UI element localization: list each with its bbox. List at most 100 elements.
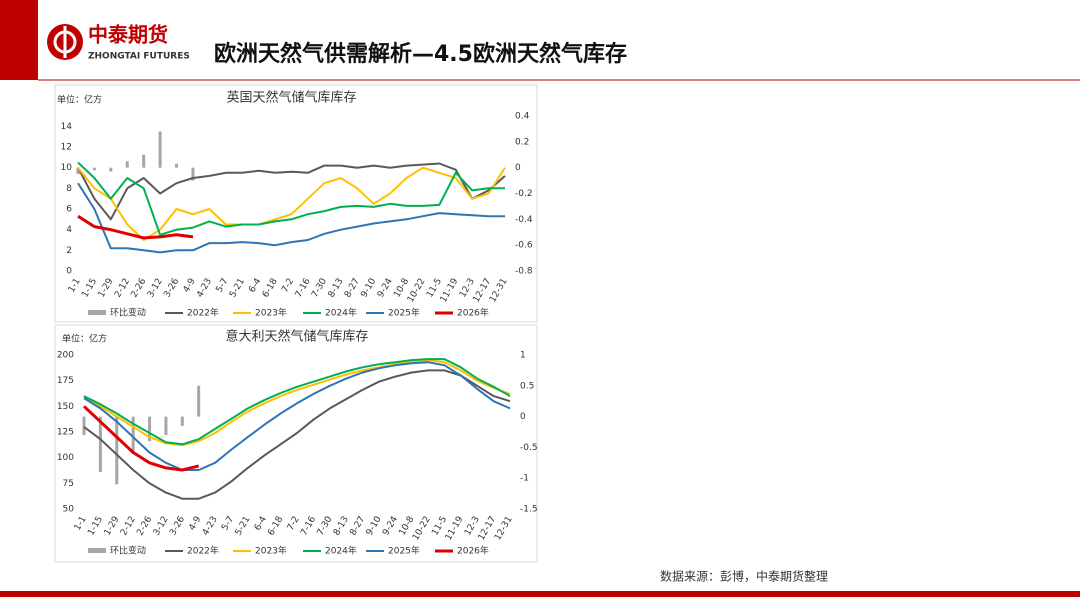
series-line bbox=[83, 359, 511, 447]
legend-label: 2025年 bbox=[388, 307, 420, 319]
y-tick-label: 50 bbox=[63, 505, 75, 515]
y2-tick-label: 0 bbox=[520, 412, 526, 422]
x-tick-label: 5-21 bbox=[234, 515, 253, 538]
x-tick-label: 9-10 bbox=[365, 515, 384, 538]
x-tick-label: 8-13 bbox=[332, 515, 351, 538]
legend-label: 2026年 bbox=[457, 307, 489, 319]
bar bbox=[131, 416, 135, 454]
slide-title: 欧洲天然气供需解析—4.5欧洲天然气库存 bbox=[214, 41, 627, 67]
bar bbox=[175, 163, 179, 168]
unit-label: 单位：亿方 bbox=[62, 333, 107, 345]
x-tick-label: 5-7 bbox=[215, 277, 231, 295]
x-tick-label: 7-16 bbox=[299, 515, 318, 538]
x-tick-label: 3-26 bbox=[168, 515, 187, 538]
footer-bar bbox=[0, 591, 1080, 597]
x-tick-label: 5-21 bbox=[228, 277, 247, 300]
x-tick-label: 3-26 bbox=[162, 277, 181, 300]
x-tick-label: 7-30 bbox=[310, 277, 329, 300]
y2-tick-label: 0.4 bbox=[515, 112, 530, 122]
x-tick-label: 6-18 bbox=[266, 515, 285, 538]
x-tick-label: 9-24 bbox=[381, 515, 400, 538]
x-tick-label: 2-26 bbox=[135, 515, 154, 538]
x-tick-label: 4-23 bbox=[195, 277, 214, 300]
header-strip bbox=[0, 0, 38, 80]
series-line bbox=[77, 162, 506, 221]
series-line bbox=[83, 358, 511, 446]
x-tick-label: 1-15 bbox=[80, 277, 99, 300]
legend-label: 环比变动 bbox=[110, 307, 146, 319]
x-tick-label: 6-4 bbox=[253, 515, 269, 533]
x-tick-label: 6-18 bbox=[261, 277, 280, 300]
chart-title: 英国天然气储气库库存 bbox=[226, 90, 356, 106]
y2-tick-label: 1 bbox=[520, 351, 526, 361]
y2-tick-label: -0.4 bbox=[515, 215, 533, 225]
logo-en: ZHONGTAI FUTURES bbox=[88, 52, 190, 62]
chart-title: 意大利天然气储气库库存 bbox=[225, 329, 368, 345]
x-tick-label: 4-23 bbox=[201, 515, 220, 538]
bar bbox=[98, 416, 102, 473]
y-tick-label: 150 bbox=[57, 402, 74, 412]
bar bbox=[115, 416, 119, 485]
y-tick-label: 2 bbox=[66, 246, 72, 256]
x-tick-label: 6-4 bbox=[247, 277, 263, 295]
y2-tick-label: -0.6 bbox=[515, 241, 533, 251]
legend-swatch bbox=[88, 310, 106, 315]
y2-tick-label: -0.8 bbox=[515, 267, 533, 277]
y2-tick-label: -0.2 bbox=[515, 189, 533, 199]
x-tick-label: 4-9 bbox=[182, 277, 198, 295]
unit-label: 单位：亿方 bbox=[57, 94, 102, 106]
legend-label: 2022年 bbox=[187, 307, 219, 319]
y-tick-label: 200 bbox=[57, 351, 74, 361]
series-line bbox=[83, 369, 511, 500]
legend-swatch bbox=[88, 548, 106, 553]
y-tick-label: 8 bbox=[66, 184, 72, 194]
bar bbox=[109, 167, 113, 172]
y-tick-label: 12 bbox=[61, 143, 72, 153]
legend-label: 2023年 bbox=[255, 545, 287, 557]
x-tick-label: 7-16 bbox=[294, 277, 313, 300]
x-tick-label: 8-13 bbox=[327, 277, 346, 300]
series-line bbox=[77, 214, 194, 240]
legend-label: 2026年 bbox=[457, 545, 489, 557]
x-tick-label: 1-15 bbox=[86, 515, 105, 538]
x-tick-label: 2-12 bbox=[113, 277, 132, 300]
legend-label: 2022年 bbox=[187, 545, 219, 557]
series-line bbox=[77, 161, 505, 236]
x-tick-label: 7-30 bbox=[316, 515, 335, 538]
legend-label: 2023年 bbox=[255, 307, 287, 319]
series-line bbox=[83, 361, 511, 471]
x-tick-label: 7-2 bbox=[286, 515, 302, 533]
y2-tick-label: -1 bbox=[520, 474, 529, 484]
y-tick-label: 125 bbox=[57, 428, 74, 438]
x-tick-label: 8-27 bbox=[343, 277, 362, 300]
bar bbox=[142, 154, 146, 168]
series-line bbox=[82, 405, 200, 472]
x-tick-label: 9-24 bbox=[376, 277, 395, 300]
y2-tick-label: 0.2 bbox=[515, 137, 529, 147]
legend-label: 2024年 bbox=[325, 545, 357, 557]
y2-tick-label: -1.5 bbox=[520, 505, 538, 515]
chart-frame bbox=[54, 84, 538, 323]
series-line bbox=[77, 182, 505, 254]
logo-cn: 中泰期货 bbox=[88, 23, 168, 47]
y-tick-label: 6 bbox=[66, 205, 72, 215]
legend-label: 2024年 bbox=[325, 307, 357, 319]
x-tick-label: 9-10 bbox=[359, 277, 378, 300]
bar bbox=[148, 416, 152, 442]
bar bbox=[125, 161, 129, 168]
bar bbox=[180, 416, 184, 426]
y-tick-label: 4 bbox=[66, 225, 72, 235]
x-tick-label: 1-1 bbox=[73, 515, 89, 533]
x-tick-label: 3-12 bbox=[152, 515, 171, 538]
bar bbox=[82, 416, 86, 436]
y2-tick-label: -0.5 bbox=[520, 443, 538, 453]
y-tick-label: 175 bbox=[57, 376, 74, 386]
y-tick-label: 10 bbox=[61, 163, 73, 173]
x-tick-label: 8-27 bbox=[348, 515, 367, 538]
x-tick-label: 5-7 bbox=[220, 515, 236, 533]
bar bbox=[197, 385, 201, 417]
y-tick-label: 14 bbox=[61, 122, 73, 132]
bar bbox=[76, 167, 80, 175]
bar bbox=[92, 167, 96, 171]
